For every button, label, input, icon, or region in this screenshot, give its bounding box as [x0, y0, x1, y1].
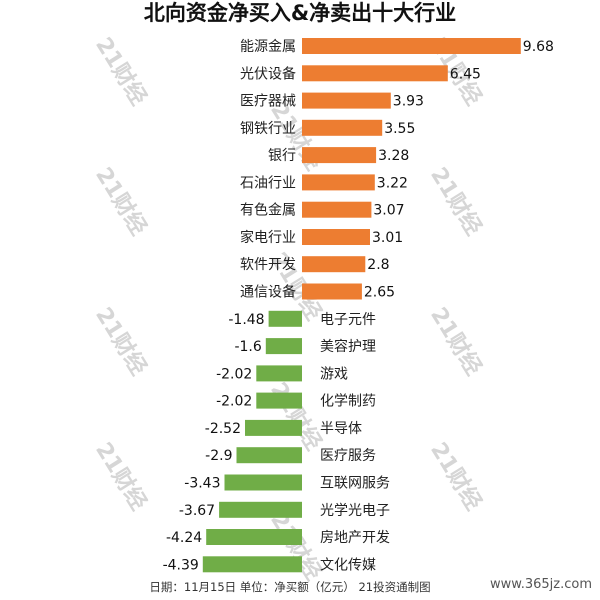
watermark-text-10: 21财经: [90, 438, 152, 515]
bars: 能源金属 9.68 光伏设备 6.45 医疗器械 3.93 钢铁行业 3.55 银行 3.28 石油…: [163, 38, 554, 573]
category-label-12: 美容护理: [320, 338, 376, 355]
category-label-1: 能源金属: [240, 39, 296, 55]
category-label-8: 家电行业: [240, 229, 296, 246]
bar-5: [302, 147, 377, 164]
value-label-16: -2.9: [205, 448, 232, 464]
value-label-14: -2.02: [216, 394, 252, 410]
value-label-1: 9.68: [523, 39, 554, 55]
value-label-19: -4.24: [166, 530, 202, 546]
category-label-15: 半导体: [320, 421, 362, 437]
value-label-2: 6.45: [450, 66, 481, 82]
category-label-19: 房地产开发: [320, 530, 390, 546]
value-label-6: 3.22: [377, 175, 408, 191]
value-label-4: 3.55: [384, 121, 415, 137]
bar-14: [256, 392, 302, 409]
value-label-8: 3.01: [372, 230, 403, 246]
bar-3: [302, 92, 391, 109]
bar-10: [302, 283, 362, 300]
bar-16: [236, 447, 302, 464]
watermark-text-7: 21财经: [90, 303, 152, 380]
category-label-16: 医疗服务: [320, 448, 376, 464]
value-label-9: 2.8: [367, 257, 389, 273]
bar-12: [265, 338, 302, 355]
value-label-13: -2.02: [216, 366, 252, 382]
value-label-3: 3.93: [393, 94, 424, 110]
category-label-5: 银行: [268, 148, 296, 164]
category-label-2: 光伏设备: [240, 65, 296, 82]
value-label-5: 3.28: [378, 148, 409, 164]
bar-18: [219, 501, 302, 518]
category-label-6: 石油行业: [240, 175, 296, 191]
value-label-18: -3.67: [179, 503, 215, 519]
bar-19: [206, 529, 302, 545]
bar-1: [302, 38, 521, 54]
category-label-10: 通信设备: [240, 284, 296, 301]
bar-9: [302, 256, 366, 273]
watermark-text-8: 21财经: [425, 303, 487, 380]
site-watermark: www.365jz.com: [490, 577, 592, 592]
bar-15: [245, 419, 302, 436]
value-label-12: -1.6: [234, 339, 261, 355]
watermark-text-9: 21财经: [265, 378, 327, 455]
value-label-20: -4.39: [163, 557, 199, 573]
category-label-14: 化学制药: [320, 394, 376, 410]
value-label-17: -3.43: [184, 476, 220, 492]
chart-title: 北向资金净买入&净卖出十大行业: [144, 1, 456, 25]
bar-2: [302, 65, 448, 82]
watermark-text-1: 21财经: [90, 33, 152, 110]
category-label-13: 游戏: [320, 366, 348, 382]
category-label-11: 电子元件: [320, 312, 376, 328]
watermark-text-3: 21财经: [90, 163, 152, 240]
category-label-18: 光学光电子: [320, 503, 390, 519]
bar-7: [302, 201, 372, 218]
category-label-20: 文化传媒: [320, 557, 376, 573]
bar-13: [256, 365, 302, 382]
value-label-15: -2.52: [205, 421, 241, 437]
bar-17: [224, 474, 302, 491]
category-label-9: 软件开发: [240, 257, 296, 273]
watermark-text-11: 21财经: [425, 438, 487, 515]
category-label-17: 互联网服务: [320, 476, 390, 492]
value-label-11: -1.48: [228, 312, 264, 328]
bar-4: [302, 119, 383, 136]
bar-6: [302, 174, 375, 191]
category-label-7: 有色金属: [240, 202, 296, 219]
category-label-4: 钢铁行业: [240, 121, 296, 137]
bar-11: [268, 310, 302, 327]
watermark-text-4: 21财经: [425, 163, 487, 240]
footer-note: 日期：11月15日 单位：净买额（亿元） 21投资通制图: [149, 580, 430, 594]
category-label-3: 医疗器械: [240, 94, 296, 110]
bar-8: [302, 229, 370, 245]
value-label-7: 3.07: [373, 203, 404, 219]
bar-20: [202, 556, 302, 573]
value-label-10: 2.65: [364, 285, 395, 301]
watermark-text-12: 21财经: [265, 508, 327, 585]
